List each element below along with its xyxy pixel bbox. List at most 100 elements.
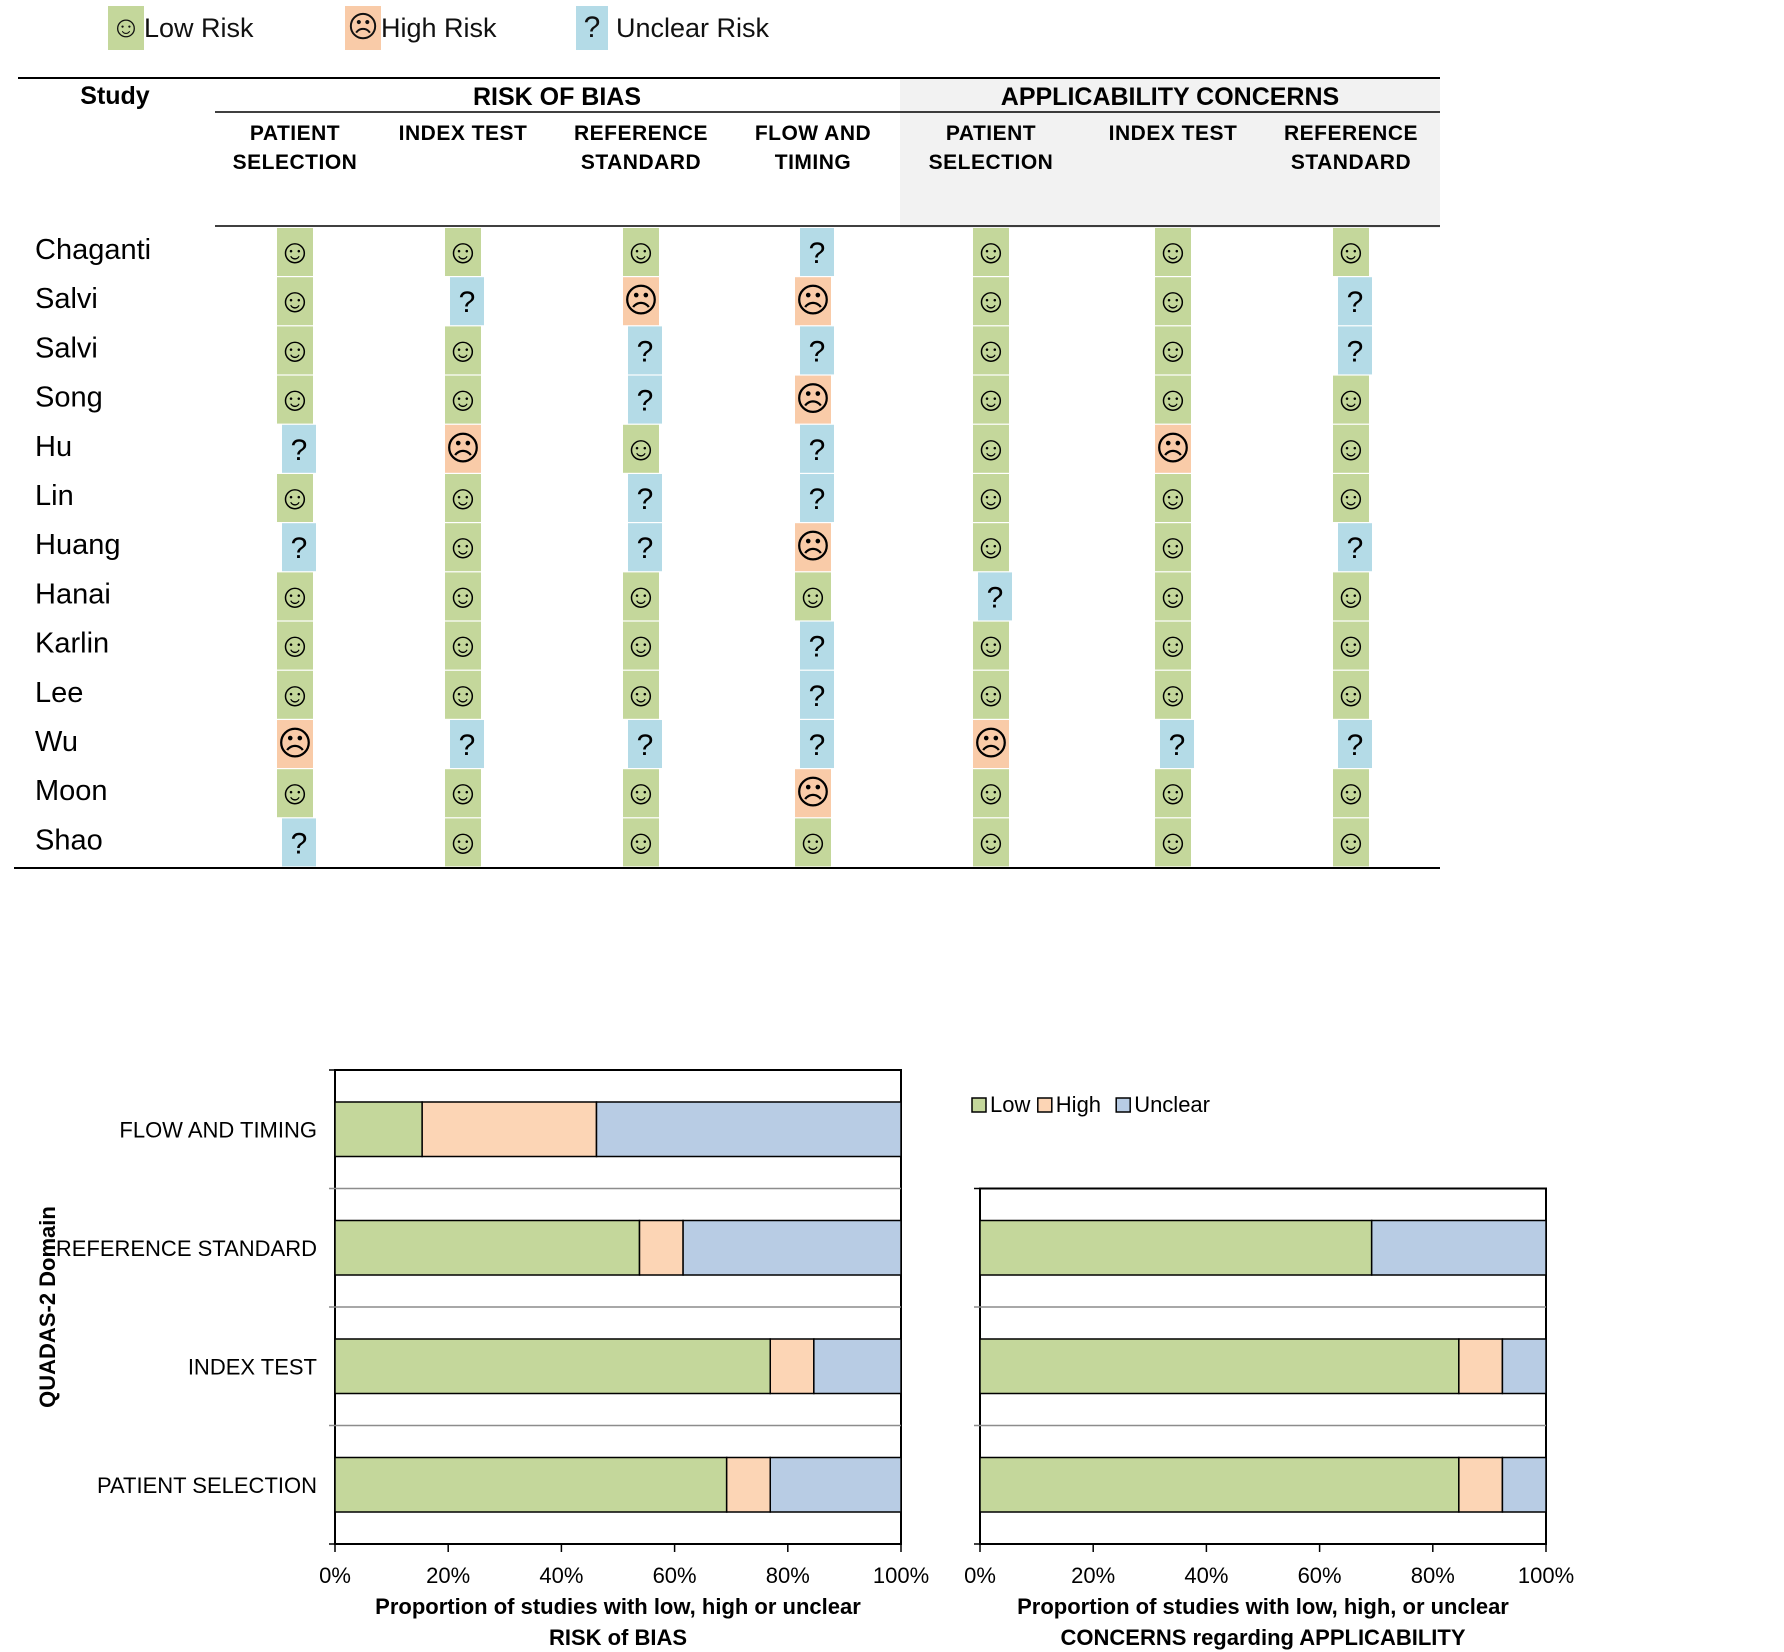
x-tick-label: 40%	[1184, 1563, 1228, 1588]
smiley-icon: ☺	[1156, 381, 1191, 419]
rating-cell	[1155, 277, 1191, 326]
question-icon: ?	[809, 335, 826, 368]
frown-icon: ☹	[795, 774, 830, 812]
x-axis-label: Proportion of studies with low, high or …	[375, 1594, 861, 1619]
rating-cell	[445, 818, 481, 867]
rating-cell	[628, 720, 662, 768]
x-axis-label: Proportion of studies with low, high, or…	[1017, 1594, 1509, 1619]
rating-cell	[1338, 523, 1372, 572]
frown-icon: ☹	[623, 282, 658, 320]
rating-cell	[973, 720, 1009, 768]
smiley-icon: ☺	[1334, 233, 1369, 271]
rating-cell	[445, 375, 481, 424]
rating-cell	[445, 424, 481, 473]
risk-legend: ☺Low Risk ☹High Risk ? Unclear Risk	[0, 0, 900, 60]
question-icon: ?	[1347, 286, 1364, 319]
rating-cell	[1155, 670, 1191, 719]
x-tick-label: 20%	[426, 1563, 470, 1588]
smiley-icon: ☺	[624, 577, 659, 615]
smiley-icon: ☺	[278, 774, 313, 812]
rating-cell	[277, 228, 313, 276]
rating-cell	[623, 277, 659, 326]
legend-high: ☹High Risk	[345, 6, 497, 50]
smiley-icon: ☺	[974, 331, 1009, 369]
smiley-icon: ☺	[1156, 577, 1191, 615]
frown-icon: ☹	[277, 725, 312, 763]
x-tick-label: 40%	[539, 1563, 583, 1588]
smiley-icon: ☺	[974, 430, 1009, 468]
chart-legend: Low High Unclear	[971, 1092, 1210, 1117]
rating-cell	[623, 572, 659, 621]
rating-cell	[1338, 326, 1372, 375]
study-header: Study	[80, 82, 150, 110]
column-header: REFERENCE	[1284, 122, 1418, 145]
rating-cell	[795, 769, 831, 818]
bar-unclear	[813, 1338, 902, 1395]
rating-cell	[1155, 523, 1191, 572]
category-label: INDEX TEST	[188, 1354, 317, 1379]
rating-cell	[1333, 572, 1369, 621]
study-name: Salvi	[35, 332, 98, 364]
x-tick-label: 100%	[1518, 1563, 1574, 1588]
rating-cell	[445, 621, 481, 670]
question-icon: ?	[809, 680, 826, 713]
rating-cell	[1155, 326, 1191, 375]
rating-cell	[277, 375, 313, 424]
rating-cell	[1155, 424, 1191, 473]
rating-cell	[800, 720, 834, 768]
rating-cell	[277, 277, 313, 326]
rating-cell	[623, 621, 659, 670]
legend-unclear-label: Unclear Risk	[616, 13, 770, 43]
rating-cell	[1333, 670, 1369, 719]
smiley-icon: ☺	[974, 676, 1009, 714]
smiley-icon: ☺	[1334, 381, 1369, 419]
study-name: Song	[35, 382, 103, 414]
smiley-icon: ☺	[974, 233, 1009, 271]
smiley-icon: ☺	[1334, 774, 1369, 812]
quadas-table: Study RISK OF BIAS APPLICABILITY CONCERNS P…	[14, 77, 1440, 869]
smiley-icon: ☺	[624, 430, 659, 468]
rating-cell	[450, 277, 484, 326]
rating-cell	[800, 424, 834, 473]
rating-cell	[1155, 228, 1191, 276]
smiley-icon: ☺	[974, 381, 1009, 419]
bar-unclear	[1501, 1338, 1547, 1395]
study-name: Karlin	[35, 628, 109, 660]
rating-cell	[623, 670, 659, 719]
rating-cell	[800, 474, 834, 522]
rating-cell	[1155, 474, 1191, 522]
column-header: REFERENCE	[574, 122, 708, 145]
column-header: TIMING	[775, 151, 852, 174]
group-risk-of-bias: RISK OF BIAS	[473, 83, 641, 111]
bar-high	[1458, 1338, 1504, 1395]
rating-cell	[445, 326, 481, 375]
y-axis-label: QUADAS-2 Domain	[35, 1206, 60, 1408]
x-axis-label: CONCERNS regarding APPLICABILITY	[1061, 1625, 1466, 1650]
bar-low	[334, 1338, 772, 1395]
smiley-icon: ☺	[446, 381, 481, 419]
legend-swatch-low	[971, 1097, 987, 1113]
smiley-icon: ☺	[1156, 282, 1191, 320]
rating-cell	[973, 277, 1009, 326]
frown-icon: ☹	[1155, 430, 1190, 468]
rating-cell	[277, 326, 313, 375]
rating-cell	[277, 720, 313, 768]
smiley-icon: ☺	[1156, 528, 1191, 566]
rating-cell	[445, 523, 481, 572]
legend-unclear: ? Unclear Risk	[576, 6, 769, 50]
study-name: Lee	[35, 677, 83, 709]
rating-cell	[445, 572, 481, 621]
question-icon: ?	[987, 581, 1004, 614]
bar-low	[334, 1456, 728, 1513]
smiley-icon: ☺	[278, 676, 313, 714]
question-icon: ?	[637, 532, 654, 565]
column-header: SELECTION	[929, 151, 1054, 174]
rating-cell	[277, 621, 313, 670]
smiley-icon: ☺	[278, 381, 313, 419]
smiley-icon: ☺	[278, 627, 313, 665]
rating-cell	[1155, 818, 1191, 867]
smiley-icon: ☺	[1156, 774, 1191, 812]
rating-cell	[978, 572, 1012, 621]
smiley-icon: ☺	[624, 676, 659, 714]
bar-low	[334, 1101, 423, 1158]
